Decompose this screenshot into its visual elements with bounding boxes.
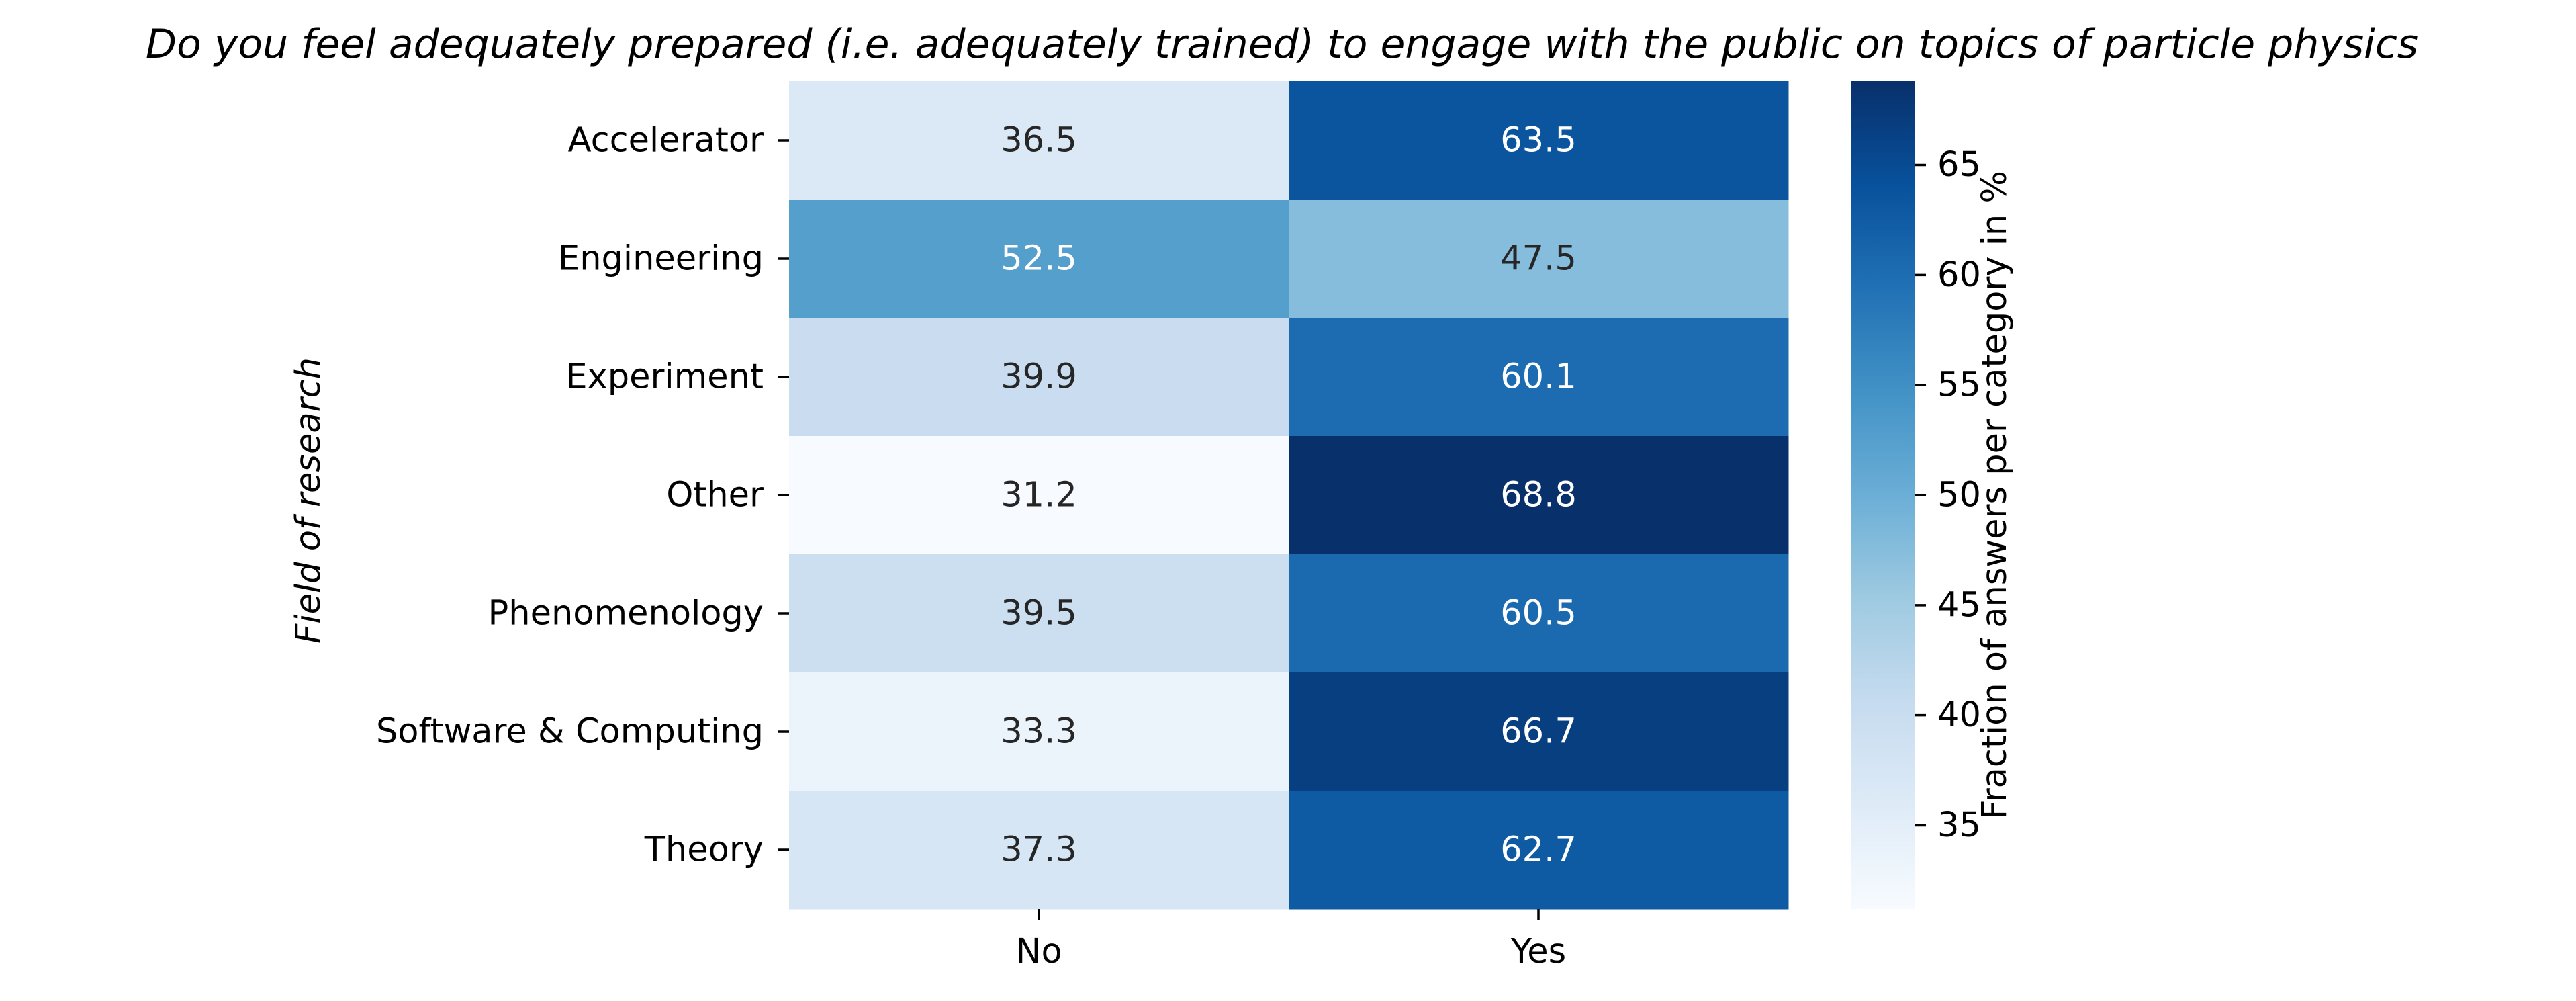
heatmap-cell	[1289, 200, 1789, 318]
heatmap-cell	[1289, 554, 1789, 673]
cell-value-label: 66.7	[1500, 712, 1577, 752]
heatmap-cell	[789, 672, 1289, 791]
y-axis-label: Field of research	[289, 357, 328, 644]
y-tick-label: Other	[666, 476, 764, 515]
heatmap-cell	[1289, 81, 1789, 200]
cell-value-label: 52.5	[1001, 239, 1077, 279]
y-tick-label: Engineering	[558, 239, 764, 279]
cell-value-label: 33.3	[1001, 712, 1077, 752]
colorbar-tick-label: 60	[1937, 255, 1981, 295]
colorbar-tick-label: 35	[1937, 806, 1981, 845]
colorbar: 35 40 45 50 55 60 65 Fraction of answers per c…	[1851, 81, 2015, 909]
heatmap-cells: 36.5 63.5 52.5 47.5 39.9 60.1 31.2 68.8 39.5 60.5…	[789, 81, 1789, 910]
heatmap-cell	[789, 791, 1289, 910]
cell-value-label: 39.9	[1001, 357, 1077, 397]
y-tick-label: Software & Computing	[376, 712, 764, 752]
colorbar-label: Fraction of answers per category in %	[1975, 171, 2015, 820]
cell-value-label: 60.5	[1500, 594, 1577, 634]
y-tick-label: Theory	[644, 830, 764, 870]
cell-value-label: 62.7	[1500, 830, 1577, 870]
cell-value-label: 47.5	[1500, 239, 1577, 279]
colorbar-tick-label: 45	[1937, 585, 1981, 625]
y-tick-label: Accelerator	[568, 121, 764, 161]
colorbar-ticks: 35 40 45 50 55 60 65	[1915, 145, 1981, 845]
y-tick-label: Experiment	[565, 357, 764, 397]
cell-value-label: 36.5	[1001, 121, 1077, 161]
heatmap-cell	[789, 81, 1289, 200]
heatmap-cell	[1289, 672, 1789, 791]
cell-value-label: 63.5	[1500, 121, 1577, 161]
heatmap-cell	[789, 436, 1289, 555]
cell-value-label: 68.8	[1500, 476, 1577, 515]
x-tick-label: No	[1015, 932, 1062, 971]
heatmap-cell	[1289, 791, 1789, 910]
cell-value-label: 37.3	[1001, 830, 1077, 870]
colorbar-tick-label: 40	[1937, 695, 1981, 735]
x-axis-ticks: No Yes	[1015, 909, 1566, 971]
cell-value-label: 31.2	[1001, 476, 1077, 515]
colorbar-tick-label: 55	[1937, 365, 1981, 405]
x-tick-label: Yes	[1510, 932, 1566, 971]
heatmap-cell	[789, 318, 1289, 437]
heatmap-cell	[789, 200, 1289, 318]
chart-title: Do you feel adequately prepared (i.e. ad…	[146, 21, 2418, 68]
heatmap-cell	[789, 554, 1289, 673]
y-tick-label: Phenomenology	[488, 594, 764, 634]
cell-value-label: 60.1	[1500, 357, 1577, 397]
heatmap-cell	[1289, 318, 1789, 437]
colorbar-scale	[1851, 81, 1915, 909]
colorbar-tick-label: 65	[1937, 145, 1981, 185]
y-axis-ticks: Accelerator Engineering Experiment Other Phe…	[376, 121, 789, 870]
heatmap-cell	[1289, 436, 1789, 555]
colorbar-tick-label: 50	[1937, 476, 1981, 515]
cell-value-label: 39.5	[1001, 594, 1077, 634]
